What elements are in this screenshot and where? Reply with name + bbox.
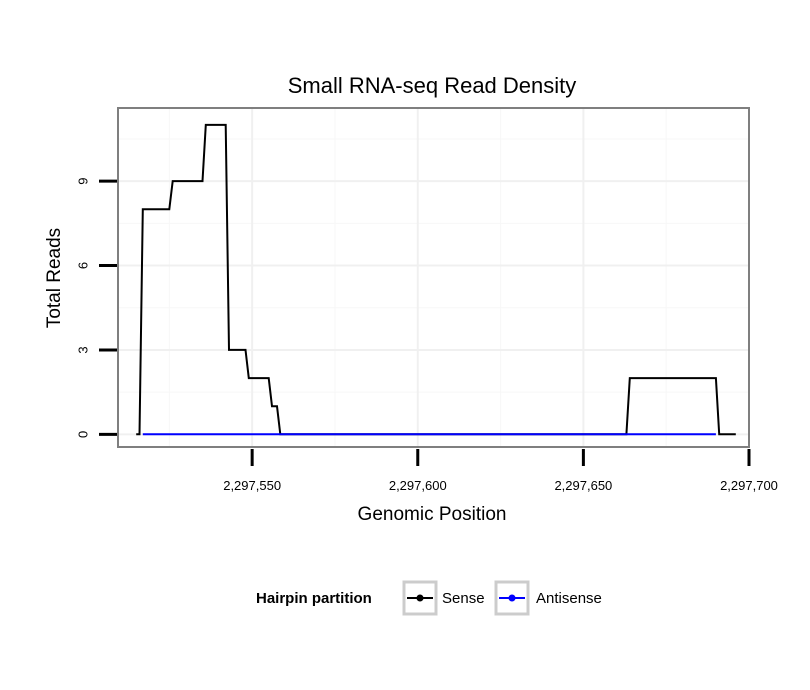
legend-key-point-antisense: [508, 594, 516, 602]
y-axis-title: Total Reads: [44, 228, 65, 328]
x-tick-label: 2,297,700: [720, 478, 778, 493]
legend: Hairpin partition Sense Antisense: [256, 580, 602, 616]
series-layer: [136, 123, 736, 436]
plot-background: [118, 108, 749, 447]
legend-key-point-sense: [416, 594, 424, 602]
x-tick-label: 2,297,600: [389, 478, 447, 493]
y-tick-label: 9: [75, 178, 90, 185]
x-tick-label: 2,297,550: [223, 478, 281, 493]
plot-border: [117, 107, 750, 448]
y-tick-label: 6: [75, 262, 90, 269]
grid-minor: [118, 108, 749, 447]
x-axis-title: Genomic Position: [358, 504, 507, 525]
legend-title: Hairpin partition: [256, 590, 372, 607]
series-line-sense: [136, 123, 736, 436]
x-tick-label: 2,297,650: [554, 478, 612, 493]
chart-title: Small RNA-seq Read Density: [288, 73, 577, 98]
y-tick-label: 0: [75, 431, 90, 438]
y-tick-label: 3: [75, 346, 90, 353]
legend-label-antisense: Antisense: [536, 590, 602, 607]
legend-label-sense: Sense: [442, 590, 485, 607]
x-axis: 2,297,550 2,297,600 2,297,650 2,297,700: [223, 449, 778, 493]
y-axis: 0 3 6 9: [75, 178, 117, 438]
